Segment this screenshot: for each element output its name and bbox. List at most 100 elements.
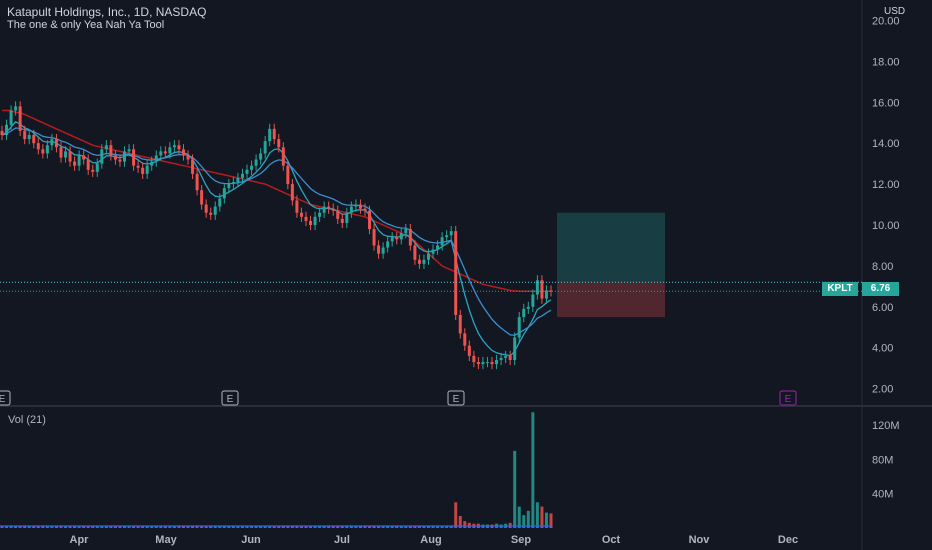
candle-body <box>18 106 22 131</box>
candle-body <box>381 247 385 254</box>
volume-bar <box>299 526 303 528</box>
volume-bar <box>399 526 403 528</box>
candle-body <box>263 141 267 154</box>
candle-body <box>318 212 322 217</box>
candle-body <box>172 145 176 148</box>
earnings-marker[interactable]: E <box>221 390 239 406</box>
volume-bar <box>549 513 553 528</box>
volume-bar <box>95 526 99 528</box>
volume-tick-label: 40M <box>872 489 893 501</box>
candle-body <box>504 355 508 358</box>
candle-body <box>118 159 122 162</box>
candle-body <box>535 280 539 295</box>
candle-body <box>358 204 362 209</box>
candle-body <box>363 208 367 211</box>
volume-bar <box>368 526 372 528</box>
candle-body <box>426 253 430 260</box>
candle-body <box>186 155 190 160</box>
earnings-marker[interactable]: E <box>0 390 11 406</box>
volume-bar <box>431 526 435 528</box>
earnings-marker[interactable]: E <box>447 390 465 406</box>
candle-body <box>495 360 499 365</box>
volume-bar <box>73 526 77 528</box>
candle-body <box>463 333 467 346</box>
candle-body <box>222 188 226 199</box>
long-position-tool <box>557 212 665 318</box>
candle-body <box>59 147 63 158</box>
candle-body <box>154 155 158 162</box>
candle-body <box>150 161 154 166</box>
candle-body <box>50 139 54 146</box>
time-tick-label: Apr <box>70 534 90 546</box>
candle-body <box>68 151 72 162</box>
price-tick-label: 4.00 <box>872 343 893 355</box>
indicator-name[interactable]: The one & only Yea Nah Ya Tool <box>7 19 165 31</box>
candle-body <box>213 206 217 215</box>
earnings-marker-box <box>221 390 239 406</box>
volume-bar <box>245 526 249 528</box>
time-tick-label: Nov <box>689 534 711 546</box>
volume-bar <box>23 526 27 528</box>
volume-bar <box>222 526 226 528</box>
volume-bar <box>132 526 136 528</box>
volume-bar <box>286 526 290 528</box>
candle-body <box>349 206 353 213</box>
volume-bar <box>77 526 81 528</box>
candle-body <box>181 149 185 156</box>
volume-bar <box>213 526 217 528</box>
volume-bar <box>281 526 285 528</box>
candle-body <box>86 159 90 170</box>
time-tick-label: Jul <box>334 534 350 546</box>
volume-bar <box>268 526 272 528</box>
candle-body <box>45 145 49 154</box>
price-tick-label: 10.00 <box>872 220 900 232</box>
volume-bar <box>417 526 421 528</box>
volume-bar <box>50 526 54 528</box>
volume-bar <box>331 526 335 528</box>
stop-zone <box>557 282 665 318</box>
price-tick-label: 20.00 <box>872 15 900 27</box>
volume-bar <box>123 526 127 528</box>
candle-body <box>200 190 204 205</box>
candle-body <box>331 208 335 211</box>
volume-bar <box>395 526 399 528</box>
earnings-marker-label: E <box>227 394 234 405</box>
candle-body <box>286 165 290 185</box>
currency-label[interactable]: USD <box>882 6 908 17</box>
candle-body <box>408 229 412 246</box>
volume-bar <box>272 526 276 528</box>
candle-body <box>36 143 40 150</box>
volume-bar <box>91 526 95 528</box>
candle-body <box>195 173 199 191</box>
price-tick-label: 18.00 <box>872 56 900 68</box>
candle-body <box>104 145 108 150</box>
earnings-marker[interactable]: E <box>779 390 797 406</box>
volume-bar <box>191 526 195 528</box>
candle-body <box>445 235 449 238</box>
candle-body <box>476 362 480 365</box>
candle-body <box>218 198 222 207</box>
volume-bar <box>517 506 521 528</box>
volume-bar <box>59 526 63 528</box>
candle-body <box>272 128 276 140</box>
time-tick-label: Aug <box>420 534 441 546</box>
volume-bars <box>0 412 553 528</box>
volume-bar <box>204 526 208 528</box>
candle-body <box>168 147 172 154</box>
candle-body <box>32 135 36 144</box>
earnings-marker-label: E <box>453 394 460 405</box>
candle-body <box>281 147 285 166</box>
candle-body <box>399 233 403 240</box>
volume-bar <box>390 526 394 528</box>
price-tag-value: 6.76 <box>862 282 899 296</box>
candle-body <box>0 130 4 135</box>
volume-bar <box>254 526 258 528</box>
volume-tick-label: 80M <box>872 454 893 466</box>
volume-bar <box>118 526 122 528</box>
candle-body <box>290 184 294 201</box>
volume-label[interactable]: Vol (21) <box>8 414 46 426</box>
candle-body <box>413 245 417 260</box>
candle-body <box>245 169 249 174</box>
candle-body <box>322 206 326 213</box>
